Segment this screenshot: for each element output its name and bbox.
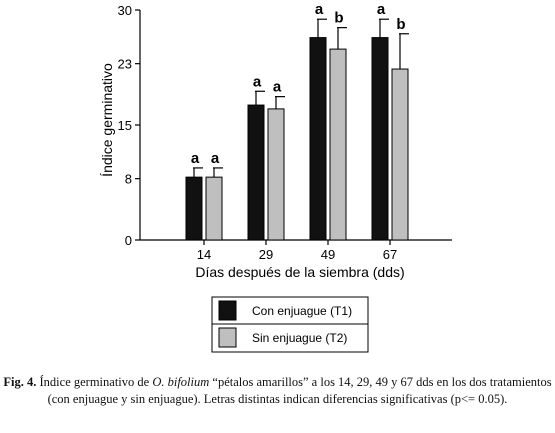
legend: Con enjuague (T1) Sin enjuague (T2) xyxy=(211,296,369,353)
y-tick-label: 0 xyxy=(125,233,132,248)
y-axis-label: Índice germinativo xyxy=(99,63,115,177)
caption-species: O. bifolium xyxy=(152,375,210,389)
legend-swatch-t1 xyxy=(218,300,237,321)
bar-t1-67 xyxy=(371,37,389,241)
bar-t1-29 xyxy=(247,104,265,241)
caption-lead: Fig. 4. xyxy=(3,375,37,389)
bar-t2-49 xyxy=(329,48,347,241)
significance-letter: a xyxy=(377,1,386,18)
significance-letter: a xyxy=(253,73,262,90)
significance-letter: a xyxy=(315,1,324,18)
x-tick-label: 49 xyxy=(321,247,335,262)
caption-text-a: Índice germinativo de xyxy=(36,375,153,389)
significance-letter: b xyxy=(334,10,343,27)
bar-t1-49 xyxy=(309,37,327,241)
y-tick-label: 30 xyxy=(118,3,132,18)
legend-label-t1: Con enjuague (T1) xyxy=(252,304,352,318)
bar-t2-67 xyxy=(391,68,409,241)
y-tick-label: 15 xyxy=(118,118,132,133)
significance-letter: a xyxy=(211,150,220,167)
legend-label-t2: Sin enjuague (T2) xyxy=(252,331,347,345)
x-tick-label: 14 xyxy=(197,247,211,262)
figure-caption: Fig. 4. Índice germinativo de O. bifoliu… xyxy=(2,374,553,408)
legend-swatch-t2 xyxy=(218,327,237,348)
bar-t2-14 xyxy=(205,176,223,241)
y-tick-label: 8 xyxy=(125,172,132,187)
x-tick-label: 29 xyxy=(259,247,273,262)
significance-letter: a xyxy=(191,150,200,167)
x-axis-label: Días después de la siembra (dds) xyxy=(195,264,404,280)
significance-letter: a xyxy=(273,79,282,96)
bar-t2-29 xyxy=(267,108,285,241)
x-tick-label: 67 xyxy=(383,247,397,262)
significance-letter: b xyxy=(396,16,405,33)
bar-t1-14 xyxy=(185,176,203,241)
y-tick-label: 23 xyxy=(118,57,132,72)
caption-text-b: “pétalos amarillos” a los 14, 29, 49 y 6… xyxy=(47,375,552,406)
